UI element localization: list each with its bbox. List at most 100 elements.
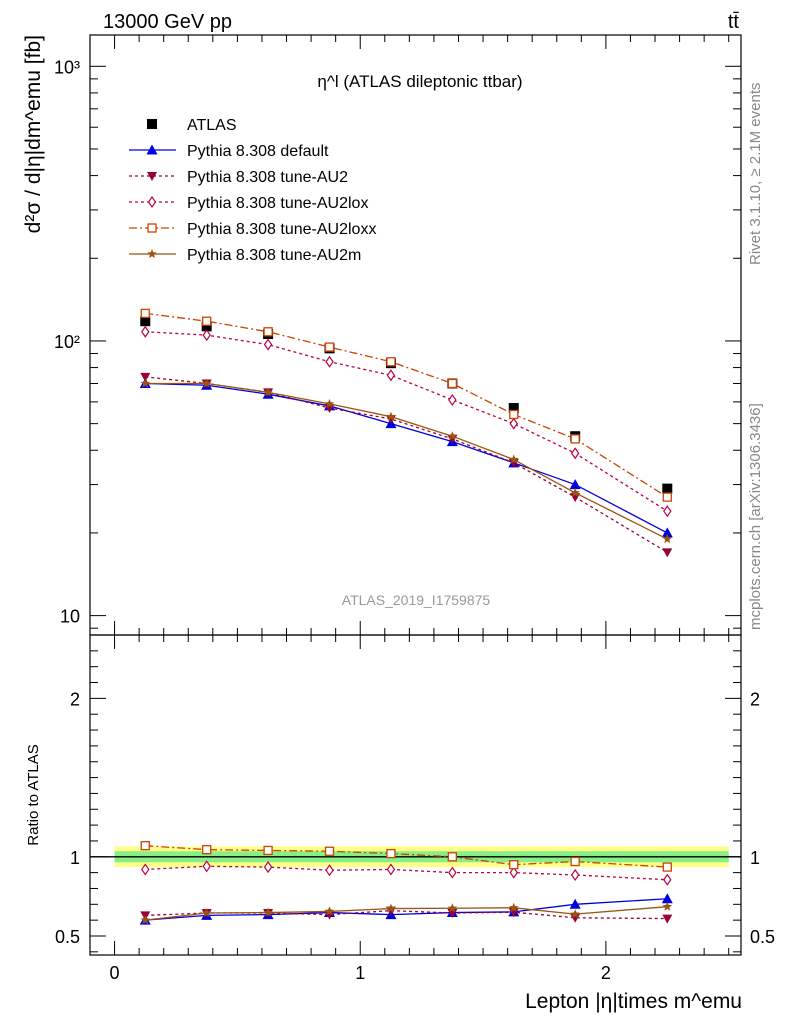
ratio-tick-label-right: 1 bbox=[750, 848, 760, 868]
ratio-point-pythia-8-308-tune-au2loxx bbox=[570, 856, 580, 867]
ratio-point-pythia-8-308-tune-au2lox bbox=[263, 861, 273, 874]
point-atlas bbox=[140, 316, 151, 327]
ratio-point-pythia-8-308-tune-au2m bbox=[662, 901, 673, 911]
ratio-tick-label-right: 2 bbox=[750, 689, 760, 709]
point-pythia-8-308-tune-au2loxx bbox=[263, 327, 273, 337]
y-tick-label: 10³ bbox=[54, 57, 80, 77]
ratio-tick-label-right: 0.5 bbox=[750, 927, 775, 947]
series-line-pythia-8-308-tune-au2lox bbox=[145, 331, 668, 512]
ratio-point-pythia-8-308-tune-au2m bbox=[201, 908, 212, 918]
process-label: tt̄ bbox=[728, 11, 740, 33]
ratio-y-axis-label: Ratio to ATLAS bbox=[25, 744, 42, 845]
legend-label-pythia-8-308-tune-au2: Pythia 8.308 tune-AU2 bbox=[187, 169, 348, 186]
y-tick-label: 10² bbox=[54, 332, 80, 352]
ratio-point-pythia-8-308-tune-au2m bbox=[324, 906, 335, 916]
point-pythia-8-308-tune-au2loxx bbox=[662, 492, 672, 502]
point-pythia-8-308-tune-au2m bbox=[509, 454, 519, 464]
point-pythia-8-308-tune-au2m bbox=[386, 411, 396, 421]
point-pythia-8-308-tune-au2loxx bbox=[570, 434, 580, 444]
ratio-point-pythia-8-308-tune-au2lox bbox=[448, 866, 457, 879]
point-atlas bbox=[201, 321, 212, 332]
ratio-point-pythia-8-308-tune-au2m bbox=[386, 903, 396, 913]
point-pythia-8-308-tune-au2loxx bbox=[324, 342, 335, 352]
axes: 0 1 2 10 10² 10³ 0.5 0.5 1 1 2 2 bbox=[54, 35, 775, 983]
legend-label-pythia-8-308-default: Pythia 8.308 default bbox=[187, 143, 329, 160]
legend: ATLAS Pythia 8.308 default Pythia 8.308 tu… bbox=[129, 117, 376, 264]
ratio-point-pythia-8-308-tune-au2m bbox=[263, 907, 273, 917]
series-line-pythia-8-308-tune-au2 bbox=[145, 376, 668, 553]
point-pythia-8-308-default bbox=[661, 527, 673, 538]
legend-marker-pythia-8-308-tune-au2m bbox=[147, 249, 157, 259]
ratio-point-pythia-8-308-tune-au2loxx bbox=[202, 845, 212, 855]
ratio-point-pythia-8-308-tune-au2 bbox=[324, 910, 335, 920]
ratio-point-pythia-8-308-tune-au2loxx bbox=[509, 860, 519, 870]
ratio-line-pythia-8-308-tune-au2 bbox=[145, 909, 668, 920]
ratio-point-pythia-8-308-tune-au2lox bbox=[663, 873, 672, 886]
legend-marker-pythia-8-308-tune-au2loxx bbox=[147, 223, 157, 233]
point-pythia-8-308-tune-au2lox bbox=[570, 447, 580, 460]
rivet-label: Rivet 3.1.10, ≥ 2.1M events bbox=[747, 83, 764, 266]
point-pythia-8-308-tune-au2lox bbox=[141, 325, 150, 338]
main-y-axis-label: d²σ / d|η|dm^emu [fb] bbox=[22, 35, 45, 233]
y-tick-label: 10 bbox=[60, 607, 80, 627]
ratio-point-pythia-8-308-default bbox=[569, 898, 581, 909]
legend-marker-pythia-8-308-tune-au2 bbox=[147, 172, 157, 181]
ratio-point-pythia-8-308-tune-au2lox bbox=[202, 860, 211, 873]
ratio-line-pythia-8-308-tune-au2lox bbox=[145, 865, 668, 881]
series-line-pythia-8-308-tune-au2loxx bbox=[145, 312, 668, 498]
legend-label-pythia-8-308-tune-au2loxx: Pythia 8.308 tune-AU2loxx bbox=[187, 221, 376, 238]
point-pythia-8-308-tune-au2m bbox=[263, 387, 273, 397]
ratio-point-pythia-8-308-tune-au2lox bbox=[509, 866, 518, 879]
point-atlas bbox=[508, 403, 519, 414]
ratio-point-pythia-8-308-tune-au2loxx bbox=[386, 848, 396, 859]
point-pythia-8-308-tune-au2lox bbox=[202, 329, 211, 342]
legend-marker-pythia-8-308-tune-au2lox bbox=[147, 195, 157, 209]
point-pythia-8-308-tune-au2m bbox=[324, 398, 335, 408]
ratio-point-pythia-8-308-tune-au2 bbox=[662, 914, 673, 924]
ratio-point-pythia-8-308-tune-au2 bbox=[570, 913, 581, 923]
point-pythia-8-308-tune-au2loxx bbox=[140, 308, 150, 319]
ratio-point-pythia-8-308-tune-au2lox bbox=[386, 863, 396, 876]
ratio-point-pythia-8-308-tune-au2loxx bbox=[662, 862, 672, 872]
ratio-point-pythia-8-308-tune-au2lox bbox=[570, 868, 580, 882]
x-tick-label: 2 bbox=[601, 963, 611, 983]
point-pythia-8-308-tune-au2lox bbox=[325, 355, 334, 368]
point-pythia-8-308-tune-au2m bbox=[140, 378, 151, 388]
ratio-point-pythia-8-308-tune-au2m bbox=[509, 902, 519, 912]
point-pythia-8-308-default bbox=[569, 479, 581, 490]
point-atlas bbox=[662, 483, 673, 494]
point-pythia-8-308-tune-au2lox bbox=[448, 393, 457, 406]
point-pythia-8-308-tune-au2 bbox=[140, 372, 151, 382]
point-pythia-8-308-tune-au2loxx bbox=[386, 357, 396, 367]
ratio-point-pythia-8-308-tune-au2m bbox=[140, 915, 151, 925]
ratio-tick-label-left: 1 bbox=[70, 848, 80, 868]
legend-label-pythia-8-308-tune-au2m: Pythia 8.308 tune-AU2m bbox=[187, 247, 361, 264]
ratio-point-pythia-8-308-tune-au2loxx bbox=[140, 841, 150, 851]
ratio-point-pythia-8-308-tune-au2m bbox=[570, 909, 580, 919]
ratio-frame bbox=[89, 634, 742, 956]
point-pythia-8-308-tune-au2m bbox=[201, 378, 212, 388]
point-pythia-8-308-tune-au2lox bbox=[263, 338, 273, 351]
mcplots-label: mcplots.cern.ch [arXiv:1306.3436] bbox=[747, 403, 764, 630]
analysis-id: ATLAS_2019_I1759875 bbox=[342, 592, 491, 608]
x-axis-label: Lepton |η|times m^emu bbox=[525, 990, 742, 1013]
point-pythia-8-308-tune-au2 bbox=[662, 548, 673, 558]
point-pythia-8-308-tune-au2m bbox=[447, 431, 458, 441]
legend-label-pythia-8-308-tune-au2lox: Pythia 8.308 tune-AU2lox bbox=[187, 195, 368, 212]
point-pythia-8-308-tune-au2lox bbox=[663, 505, 672, 518]
ratio-line-pythia-8-308-default bbox=[145, 898, 668, 921]
series-line-pythia-8-308-tune-au2m bbox=[145, 382, 668, 540]
ratio-point-pythia-8-308-tune-au2loxx bbox=[447, 852, 457, 862]
x-tick-label: 0 bbox=[110, 963, 120, 983]
legend-marker-atlas bbox=[147, 119, 157, 129]
ratio-point-pythia-8-308-tune-au2loxx bbox=[324, 846, 335, 856]
legend-label-atlas: ATLAS bbox=[187, 117, 237, 134]
point-pythia-8-308-tune-au2loxx bbox=[509, 409, 519, 420]
main-series bbox=[139, 308, 673, 558]
point-pythia-8-308-tune-au2loxx bbox=[202, 316, 212, 326]
point-pythia-8-308-tune-au2m bbox=[662, 534, 673, 544]
ratio-tick-label-left: 0.5 bbox=[55, 927, 80, 947]
ratio-point-pythia-8-308-default bbox=[661, 893, 673, 904]
x-tick-label: 1 bbox=[355, 963, 365, 983]
